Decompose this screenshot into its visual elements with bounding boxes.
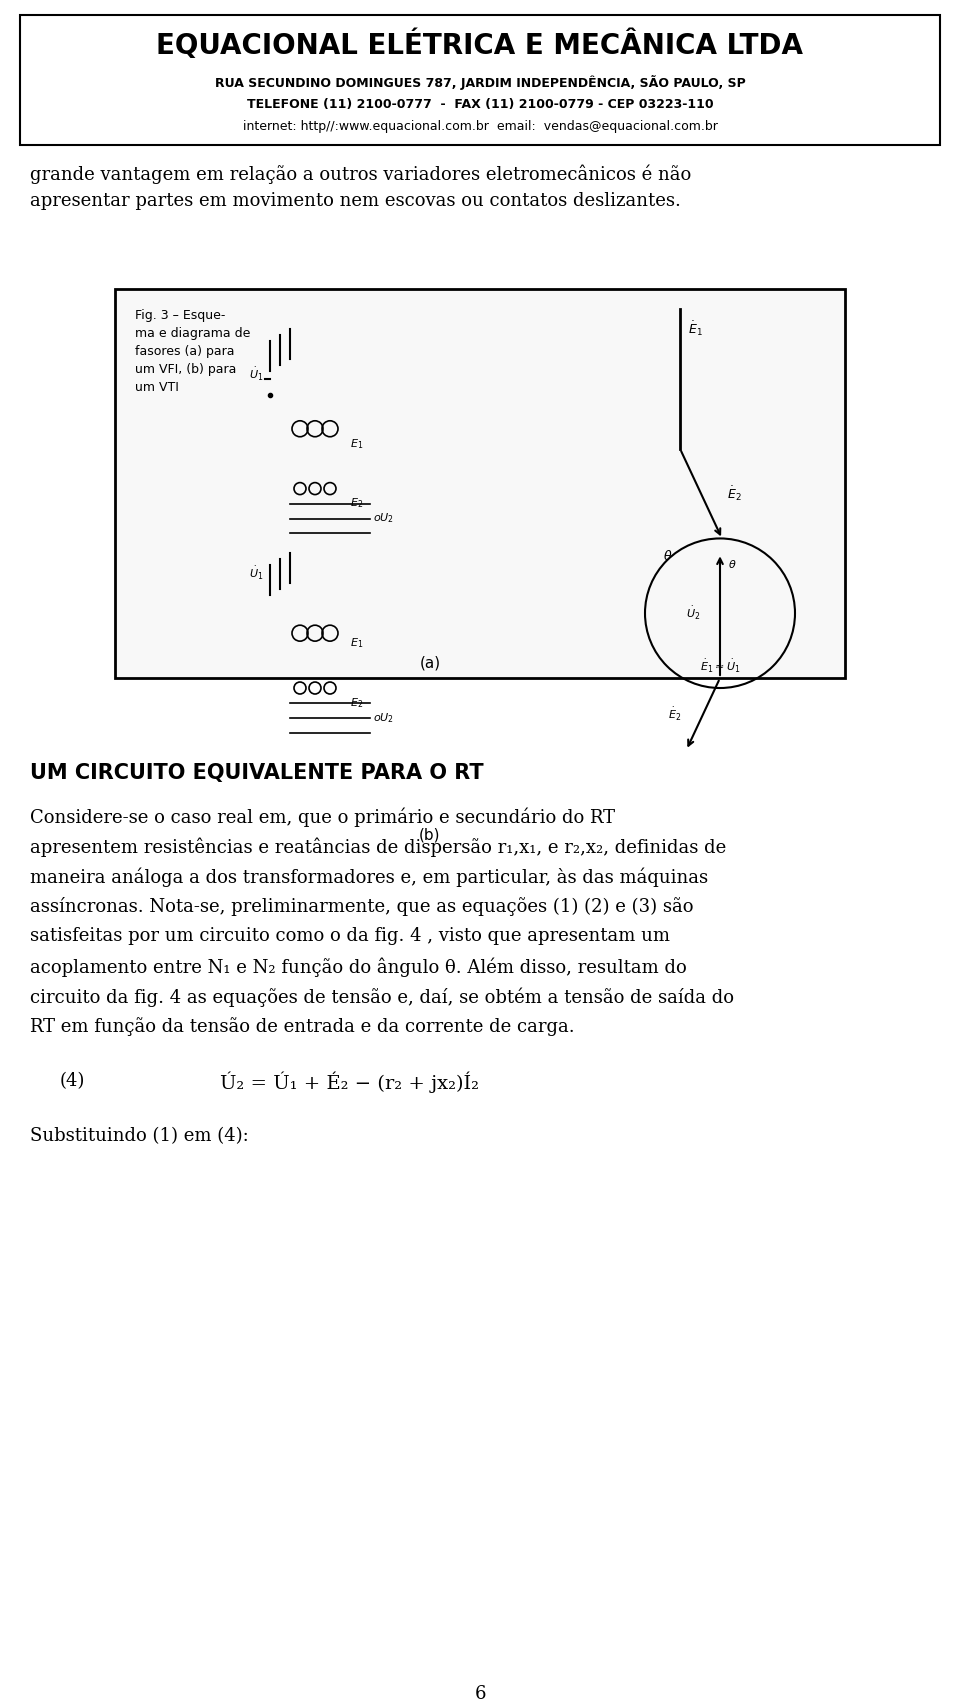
Text: RUA SECUNDINO DOMINGUES 787, JARDIM INDEPENDÊNCIA, SÃO PAULO, SP: RUA SECUNDINO DOMINGUES 787, JARDIM INDE… — [215, 75, 745, 90]
Text: $E_2$: $E_2$ — [350, 696, 363, 710]
Text: grande vantagem em relação a outros variadores eletromecânicos é não
apresentar : grande vantagem em relação a outros vari… — [30, 164, 691, 210]
Text: 6: 6 — [474, 1685, 486, 1704]
Text: $\dot{E}_2$: $\dot{E}_2$ — [668, 705, 682, 722]
Text: $\dot{U}_2$: $\dot{U}_2$ — [685, 604, 700, 621]
Text: internet: http//:www.equacional.com.br  email:  vendas@equacional.com.br: internet: http//:www.equacional.com.br e… — [243, 119, 717, 133]
Text: $\dot{E}_1$: $\dot{E}_1$ — [688, 319, 703, 338]
Text: $\dot{U}_1$: $\dot{U}_1$ — [249, 565, 263, 582]
Text: $\dot{U}_1$: $\dot{U}_1$ — [249, 367, 263, 384]
Text: apresentem resistências e reatâncias de dispersão r₁,x₁, e r₂,x₂, definidas de: apresentem resistências e reatâncias de … — [30, 838, 727, 857]
Text: $\dot{E}_1 \approx \dot{U}_1$: $\dot{E}_1 \approx \dot{U}_1$ — [700, 659, 740, 676]
Text: acoplamento entre N₁ e N₂ função do ângulo θ. Além disso, resultam do: acoplamento entre N₁ e N₂ função do ângu… — [30, 958, 686, 976]
Text: maneira análoga a dos transformadores e, em particular, às das máquinas: maneira análoga a dos transformadores e,… — [30, 867, 708, 888]
Text: EQUACIONAL ELÉTRICA E MECÂNICA LTDA: EQUACIONAL ELÉTRICA E MECÂNICA LTDA — [156, 31, 804, 60]
Text: UM CIRCUITO EQUIVALENTE PARA O RT: UM CIRCUITO EQUIVALENTE PARA O RT — [30, 763, 484, 784]
Text: Considere-se o caso real em, que o primário e secundário do RT: Considere-se o caso real em, que o primá… — [30, 807, 615, 828]
Text: TELEFONE (11) 2100-0777  -  FAX (11) 2100-0779 - CEP 03223-110: TELEFONE (11) 2100-0777 - FAX (11) 2100-… — [247, 97, 713, 111]
Text: $E_2$: $E_2$ — [350, 497, 363, 510]
Text: Ú₂ = Ú₁ + É₂ − (r₂ + jx₂)Í₂: Ú₂ = Ú₁ + É₂ − (r₂ + jx₂)Í₂ — [221, 1072, 479, 1094]
Text: Substituindo (1) em (4):: Substituindo (1) em (4): — [30, 1127, 249, 1145]
Text: (b): (b) — [420, 828, 441, 843]
Text: $oU_2$: $oU_2$ — [373, 712, 395, 725]
Bar — [115, 288, 845, 678]
Text: (a): (a) — [420, 655, 441, 671]
Text: satisfeitas por um circuito como o da fig. 4 , visto que apresentam um: satisfeitas por um circuito como o da fi… — [30, 927, 670, 946]
Text: $\dot{E}_2$: $\dot{E}_2$ — [728, 485, 742, 504]
Text: $oU_2$: $oU_2$ — [373, 512, 395, 526]
Text: circuito da fig. 4 as equações de tensão e, daí, se obtém a tensão de saída do: circuito da fig. 4 as equações de tensão… — [30, 987, 734, 1007]
Text: (4): (4) — [60, 1072, 85, 1089]
Text: Fig. 3 – Esque-
ma e diagrama de
fasores (a) para
um VFI, (b) para
um VTI: Fig. 3 – Esque- ma e diagrama de fasores… — [135, 309, 251, 394]
Text: $\theta$: $\theta$ — [728, 558, 736, 570]
Text: $E_1$: $E_1$ — [350, 437, 363, 451]
Text: $E_1$: $E_1$ — [350, 637, 363, 650]
Text: RT em função da tensão de entrada e da corrente de carga.: RT em função da tensão de entrada e da c… — [30, 1017, 575, 1036]
Bar — [20, 15, 940, 145]
Text: assíncronas. Nota-se, preliminarmente, que as equações (1) (2) e (3) são: assíncronas. Nota-se, preliminarmente, q… — [30, 898, 693, 917]
Text: $\theta$: $\theta$ — [662, 550, 672, 563]
